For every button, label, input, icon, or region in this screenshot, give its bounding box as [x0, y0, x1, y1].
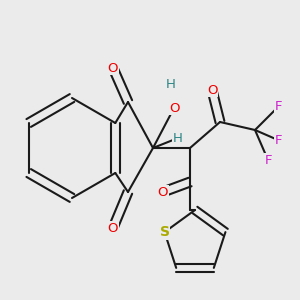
Text: O: O	[158, 185, 168, 199]
Text: O: O	[108, 61, 118, 74]
Text: S: S	[160, 225, 170, 239]
Text: O: O	[207, 83, 217, 97]
Text: F: F	[274, 134, 282, 146]
Text: F: F	[264, 154, 272, 166]
Text: H: H	[173, 131, 183, 145]
Text: F: F	[274, 100, 282, 113]
Text: O: O	[169, 101, 179, 115]
Text: O: O	[108, 221, 118, 235]
Text: H: H	[166, 79, 176, 92]
